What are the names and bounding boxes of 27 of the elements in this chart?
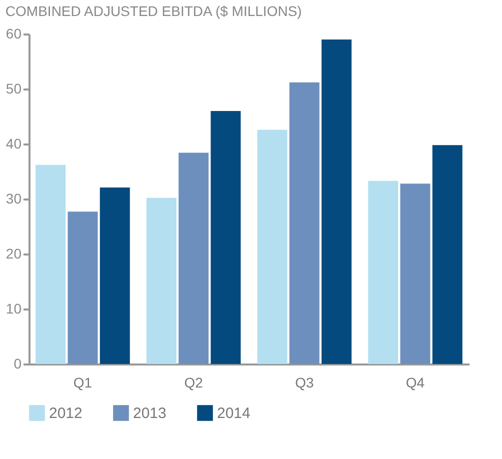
y-tick-label: 0 [14, 356, 22, 372]
y-tick-label: 40 [6, 136, 22, 152]
bar [432, 145, 462, 364]
bar [289, 82, 320, 364]
y-tick-label: 60 [6, 26, 22, 42]
y-tick-label: 50 [6, 80, 22, 96]
x-tick-label: Q4 [406, 374, 425, 390]
bar [257, 130, 288, 364]
chart-title: COMBINED ADJUSTED EBITDA ($ MILLIONS) [5, 3, 302, 19]
legend-label: 2013 [133, 405, 166, 422]
y-tick-label: 30 [6, 190, 22, 206]
bar [400, 184, 430, 364]
x-tick-label: Q1 [73, 374, 92, 390]
bar [100, 187, 130, 364]
bar [210, 111, 241, 364]
bar [36, 164, 66, 364]
x-tick-label: Q2 [184, 374, 204, 390]
bar [322, 40, 352, 364]
bar [146, 198, 176, 364]
bar [68, 212, 98, 364]
legend-label: 2014 [217, 405, 250, 422]
y-tick-label: 20 [6, 246, 22, 262]
bar [368, 180, 398, 364]
bar [178, 152, 209, 364]
x-tick-label: Q3 [295, 374, 314, 390]
legend-label: 2012 [49, 405, 82, 422]
y-tick-label: 10 [6, 300, 22, 316]
